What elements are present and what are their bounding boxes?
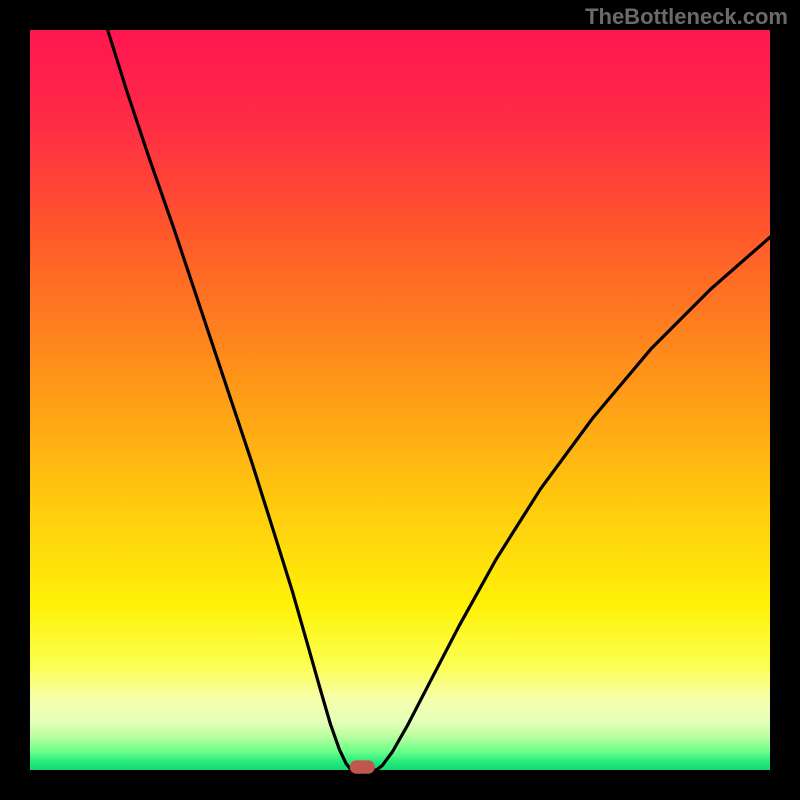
plot-background: [30, 30, 770, 770]
optimal-marker: [350, 760, 375, 773]
bottleneck-chart: [0, 0, 800, 800]
chart-container: TheBottleneck.com: [0, 0, 800, 800]
